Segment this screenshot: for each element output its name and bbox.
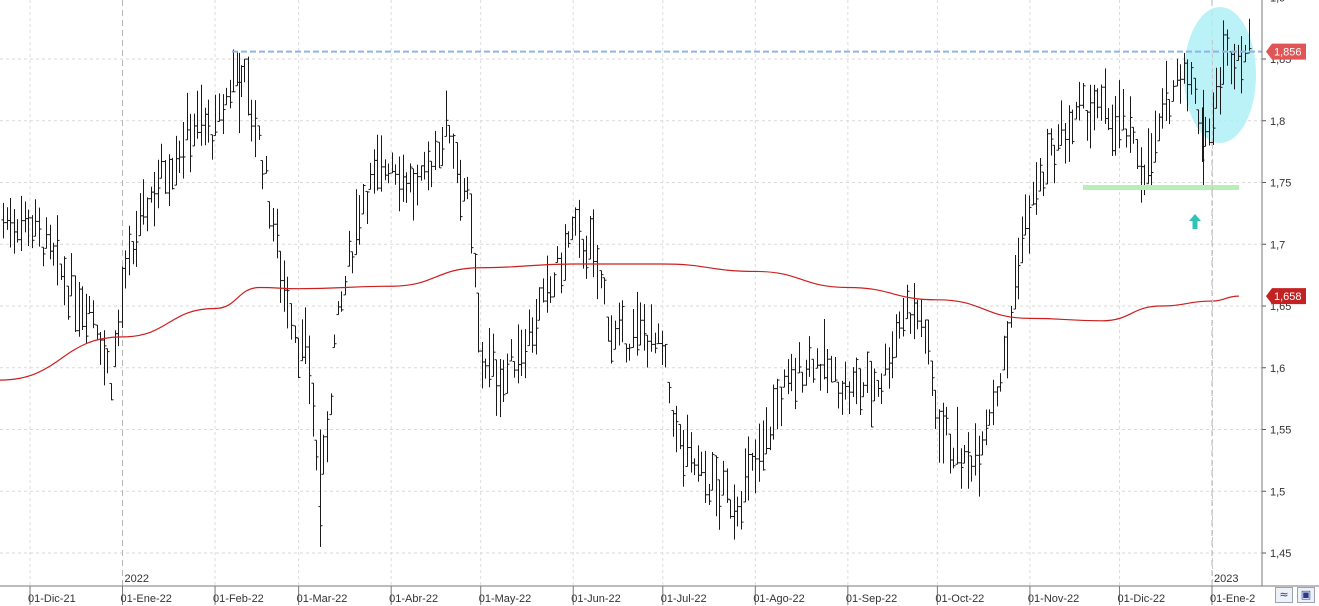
price-bars <box>1 18 1252 547</box>
y-tick-label: 1,5 <box>1270 486 1285 498</box>
year-label: 2023 <box>1214 573 1238 585</box>
up-arrow-icon <box>1189 214 1201 229</box>
y-tick-label: 1,7 <box>1270 239 1285 251</box>
x-tick-label: 01-Ene-22 <box>121 593 172 605</box>
y-tick-label: 1,9 <box>1270 0 1285 4</box>
last-price-badge-bg <box>1266 43 1306 60</box>
scale-toggle-icon[interactable]: ≈ <box>1275 587 1293 603</box>
x-tick-label: 01-Feb-22 <box>213 593 264 605</box>
x-tick-label: 01-May-22 <box>479 593 532 605</box>
x-tick-label: 01-Dic-21 <box>28 593 76 605</box>
sma-value-badge: 1,658 <box>1274 291 1302 303</box>
sma-value-badge-bg <box>1266 288 1306 305</box>
last-price-badge: 1,856 <box>1274 47 1302 59</box>
gridlines <box>0 0 1262 586</box>
sma-line <box>0 263 1239 381</box>
x-tick-label: 01-Nov-22 <box>1028 593 1079 605</box>
level-lines <box>232 40 1262 586</box>
y-tick-label: 1,6 <box>1270 363 1285 375</box>
x-tick-label: 01-Dic-22 <box>1117 593 1165 605</box>
y-tick-label: 1,75 <box>1270 178 1291 190</box>
x-tick-label: 01-Sep-22 <box>846 593 897 605</box>
x-tick-label: 01-Jul-22 <box>661 593 707 605</box>
y-tick-label: 1,45 <box>1270 548 1291 560</box>
moving-average <box>0 263 1239 381</box>
x-tick-label: 01-Jun-22 <box>571 593 621 605</box>
save-icon[interactable]: ▣ <box>1297 587 1315 603</box>
x-tick-label: 01-Oct-22 <box>935 593 984 605</box>
y-tick-label: 1,8 <box>1270 116 1285 128</box>
x-tick-label: 01-Ago-22 <box>753 593 804 605</box>
year-label: 2022 <box>125 573 149 585</box>
x-tick-label: 01-Ene-2 <box>1210 593 1255 605</box>
x-tick-label: 01-Abr-22 <box>389 593 438 605</box>
y-tick-label: 1,55 <box>1270 425 1291 437</box>
x-tick-label: 01-Mar-22 <box>297 593 348 605</box>
